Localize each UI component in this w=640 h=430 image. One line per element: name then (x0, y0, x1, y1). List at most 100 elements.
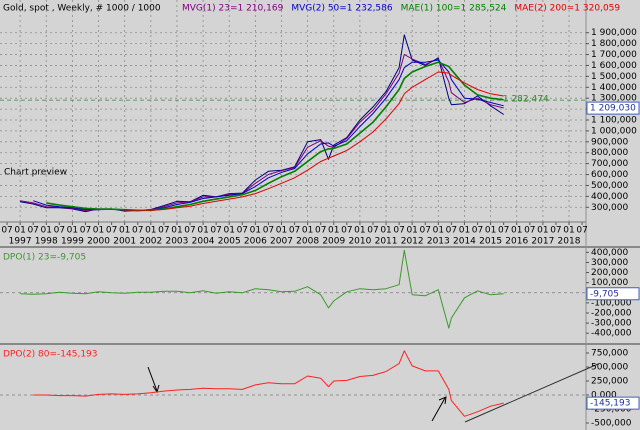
y-tick-label: 800,000 (591, 148, 628, 158)
month-tick-label: 07 (315, 226, 326, 236)
y-tick-label: 400,000 (591, 248, 628, 258)
month-tick-label: 01 (171, 226, 182, 236)
last-value-box (586, 101, 640, 115)
series-line (33, 350, 504, 417)
month-tick-label: 07 (393, 226, 404, 236)
month-tick-label: 01 (67, 226, 78, 236)
last-value-box (586, 287, 640, 301)
x-tick-label: 2000 (87, 237, 110, 247)
panel-title: DPO(1) 23=-9,705 (3, 253, 86, 263)
x-tick-label: 2013 (427, 237, 450, 247)
month-tick-label: 07 (80, 226, 91, 236)
chart-title: Gold, spot , Weekly, # 1000 / 1000 (3, 4, 161, 14)
month-tick-label: 07 (341, 226, 352, 236)
month-tick-label: 07 (263, 226, 274, 236)
y-tick-label: 400,000 (591, 192, 628, 202)
x-tick-label: 2018 (558, 237, 581, 247)
window-title: Chart preview (4, 168, 67, 178)
month-tick-label: 01 (563, 226, 574, 236)
x-tick-label: 2006 (244, 237, 267, 247)
y-tick-label: 750,000 (591, 349, 628, 359)
month-tick-label: 07 (158, 226, 169, 236)
month-tick-label: 07 (289, 226, 300, 236)
y-tick-label: -400,000 (591, 329, 632, 339)
x-tick-label: 1997 (9, 237, 32, 247)
month-tick-label: 07 (420, 226, 431, 236)
x-tick-label: 2017 (531, 237, 554, 247)
legend-entry: MAE(2) 200=1 320,059 (514, 4, 620, 14)
x-tick-label: 2012 (401, 237, 424, 247)
month-tick-label: 01 (41, 226, 52, 236)
month-tick-label: 01 (119, 226, 130, 236)
y-tick-label: 1 100,000 (591, 116, 637, 126)
month-tick-label: 01 (145, 226, 156, 236)
month-tick-label: 07 (367, 226, 378, 236)
month-tick-label: 07 (1, 226, 12, 236)
month-tick-label: 07 (106, 226, 117, 236)
y-tick-label: 1 900,000 (591, 28, 637, 38)
month-tick-label: 07 (210, 226, 221, 236)
arrow (431, 397, 446, 422)
x-tick-label: 2011 (375, 237, 398, 247)
month-tick-label: 07 (550, 226, 561, 236)
reference-label: 1 282,474 (503, 95, 549, 105)
month-tick-label: 01 (459, 226, 470, 236)
x-tick-label: 2007 (270, 237, 293, 247)
x-tick-label: 2014 (453, 237, 476, 247)
month-tick-label: 07 (132, 226, 143, 236)
y-tick-label: 300,000 (591, 258, 628, 268)
y-tick-label: -500,000 (591, 419, 632, 429)
arrow-head (438, 396, 447, 405)
month-tick-label: 01 (223, 226, 234, 236)
y-tick-label: 0,000 (591, 391, 617, 401)
month-tick-label: 01 (276, 226, 287, 236)
y-tick-label: 1 700,000 (591, 50, 637, 60)
month-tick-label: 01 (302, 226, 313, 236)
month-tick-label: 01 (485, 226, 496, 236)
y-tick-label: 600,000 (591, 170, 628, 180)
legend-entry: MVG(2) 50=1 232,586 (291, 4, 393, 14)
panel-title: DPO(2) 80=-145,193 (3, 350, 98, 360)
month-tick-label: 01 (433, 226, 444, 236)
x-tick-label: 2015 (479, 237, 502, 247)
x-tick-label: 2010 (348, 237, 371, 247)
trend-line (464, 363, 599, 423)
month-tick-label: 07 (472, 226, 483, 236)
y-tick-label: 900,000 (591, 137, 628, 147)
x-tick-label: 2004 (192, 237, 215, 247)
month-tick-label: 07 (576, 226, 587, 236)
month-tick-label: 07 (237, 226, 248, 236)
x-tick-label: 2016 (505, 237, 528, 247)
y-tick-label: 1 600,000 (591, 61, 637, 71)
y-tick-label: -200,000 (591, 308, 632, 318)
y-tick-label: 1 000,000 (591, 126, 637, 136)
x-tick-label: 1998 (35, 237, 58, 247)
y-tick-label: 200,000 (591, 268, 628, 278)
last-value-label: 1 209,030 (590, 104, 636, 114)
month-tick-label: 01 (250, 226, 261, 236)
month-tick-label: 07 (524, 226, 535, 236)
month-tick-label: 01 (93, 226, 104, 236)
y-tick-label: 700,000 (591, 159, 628, 169)
month-tick-label: 01 (511, 226, 522, 236)
y-tick-label: 1 400,000 (591, 83, 637, 93)
y-tick-label: -300,000 (591, 319, 632, 329)
month-tick-label: 01 (406, 226, 417, 236)
month-tick-label: 01 (537, 226, 548, 236)
arrow (147, 366, 158, 392)
x-tick-label: 2002 (139, 237, 162, 247)
month-tick-label: 01 (197, 226, 208, 236)
y-tick-label: 500,000 (591, 363, 628, 373)
month-tick-label: 01 (354, 226, 365, 236)
month-tick-label: 07 (498, 226, 509, 236)
x-tick-label: 2005 (218, 237, 241, 247)
y-tick-label: 500,000 (591, 181, 628, 191)
y-tick-label: 100,000 (591, 278, 628, 288)
x-tick-label: 2008 (296, 237, 319, 247)
month-tick-label: 07 (54, 226, 65, 236)
y-tick-label: 250,000 (591, 377, 628, 387)
legend-entry: MVG(1) 23=1 210,169 (182, 4, 284, 14)
